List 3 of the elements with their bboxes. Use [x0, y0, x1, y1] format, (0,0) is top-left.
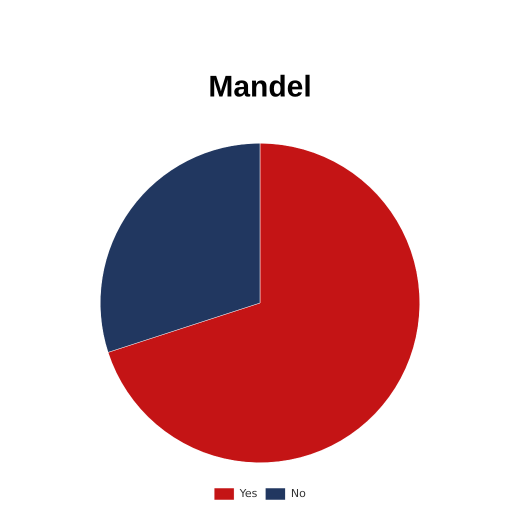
legend-label: Yes — [238, 486, 258, 500]
chart-title: Mandel — [208, 70, 312, 104]
legend-label: No — [290, 486, 306, 500]
